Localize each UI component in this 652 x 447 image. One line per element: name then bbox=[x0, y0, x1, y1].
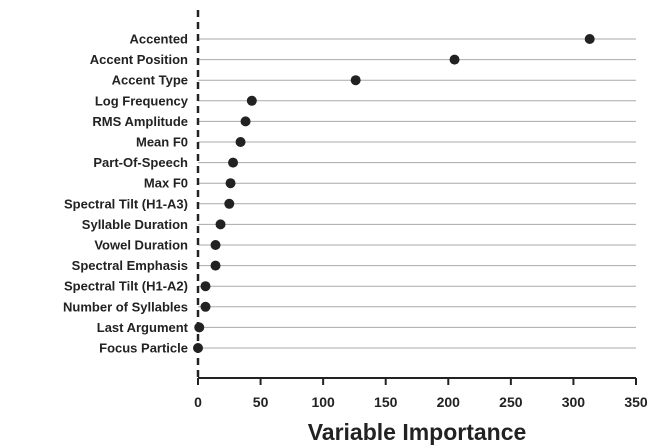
category-label: Vowel Duration bbox=[94, 238, 188, 253]
category-label: Focus Particle bbox=[99, 341, 188, 356]
data-point bbox=[584, 34, 595, 44]
data-point bbox=[210, 260, 221, 271]
data-point bbox=[235, 137, 246, 147]
data-point bbox=[240, 116, 251, 127]
category-label: Mean F0 bbox=[136, 135, 188, 150]
data-point bbox=[193, 343, 203, 353]
category-label: Spectral Tilt (H1-A3) bbox=[64, 196, 188, 211]
category-label: Accent Type bbox=[112, 73, 188, 88]
x-tick-label: 200 bbox=[437, 394, 461, 410]
data-point bbox=[246, 95, 257, 106]
data-point bbox=[215, 219, 226, 230]
data-point bbox=[194, 322, 205, 333]
x-axis-title: Variable Importance bbox=[308, 419, 527, 445]
x-tick-label: 150 bbox=[374, 394, 398, 410]
data-point bbox=[200, 281, 211, 292]
data-point bbox=[210, 240, 221, 250]
x-tick-label: 250 bbox=[499, 394, 523, 410]
data-point bbox=[200, 301, 211, 312]
x-axis-ticks: 0 50 100 150 200 250 300 350 bbox=[194, 378, 648, 410]
category-label: Log Frequency bbox=[95, 93, 189, 108]
category-label: Last Argument bbox=[97, 320, 189, 335]
category-label: Spectral Emphasis bbox=[72, 258, 188, 273]
x-tick-label: 50 bbox=[253, 394, 269, 410]
data-point bbox=[224, 198, 235, 209]
x-tick-label: 300 bbox=[562, 394, 586, 410]
category-label: Spectral Tilt (H1-A2) bbox=[64, 279, 188, 294]
data-point bbox=[228, 157, 239, 168]
data-point bbox=[225, 178, 236, 189]
category-label: RMS Amplitude bbox=[92, 114, 188, 129]
category-label: Accented bbox=[129, 32, 188, 47]
category-label: Syllable Duration bbox=[82, 217, 188, 232]
category-labels: Accented Accent Position Accent Type Log Fr… bbox=[63, 32, 189, 356]
category-label: Part-Of-Speech bbox=[93, 155, 188, 170]
category-label: Accent Position bbox=[90, 52, 188, 67]
x-tick-label: 0 bbox=[194, 394, 202, 410]
category-label: Max F0 bbox=[144, 176, 188, 191]
grid-lines bbox=[198, 38, 636, 349]
category-label: Number of Syllables bbox=[63, 299, 188, 314]
data-point bbox=[449, 54, 460, 65]
data-points bbox=[193, 34, 595, 353]
data-point bbox=[350, 75, 361, 86]
x-tick-label: 350 bbox=[624, 394, 648, 410]
x-tick-label: 100 bbox=[311, 394, 335, 410]
